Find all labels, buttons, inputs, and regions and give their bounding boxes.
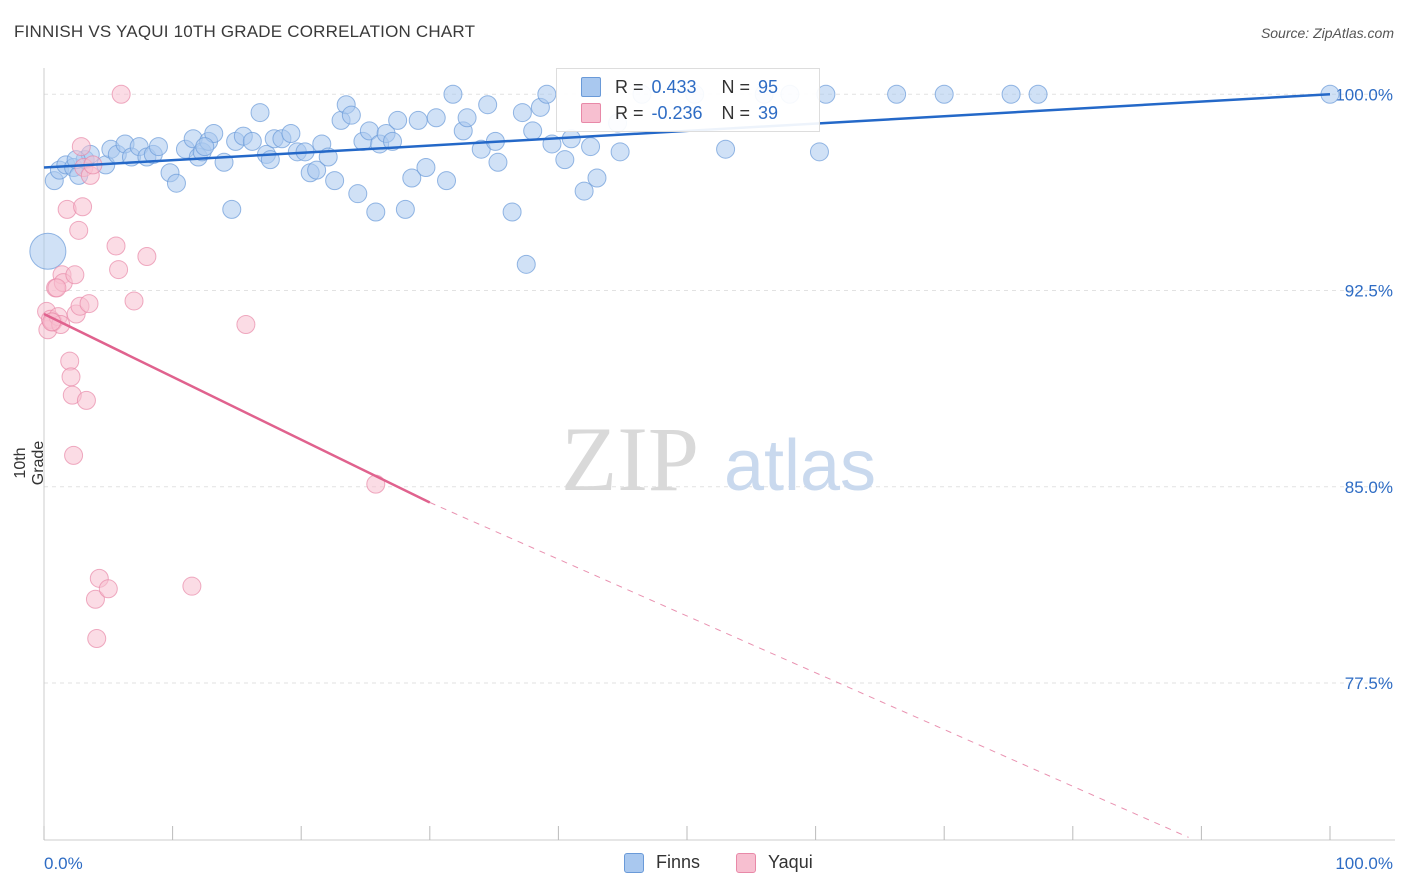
finns-swatch xyxy=(624,852,644,873)
finns-point xyxy=(610,142,630,162)
finns-point xyxy=(555,150,575,170)
finns-point xyxy=(809,142,829,162)
y-tick-label: 100.0% xyxy=(1335,85,1393,104)
yaqui-point xyxy=(98,579,118,599)
legend-n-value: 39 xyxy=(758,102,779,123)
y-tick-label: 92.5% xyxy=(1345,282,1393,301)
yaqui-point xyxy=(87,629,107,649)
stats-legend: R = 0.433 N = 95 R = -0.236 N = 39 xyxy=(556,68,820,132)
yaqui-trend-extension xyxy=(429,501,1189,838)
finns-point xyxy=(29,232,67,270)
yaqui-point xyxy=(109,260,129,280)
finns-point xyxy=(366,202,386,222)
legend-swatch-yaqui xyxy=(581,103,601,123)
series-legend-finns[interactable]: Finns xyxy=(624,852,700,873)
legend-r-label: R = xyxy=(615,76,644,97)
yaqui-point xyxy=(69,220,89,240)
finns-point xyxy=(488,152,508,172)
legend-n-label: N = xyxy=(721,102,751,123)
finns-point xyxy=(281,124,301,143)
finns-point xyxy=(437,171,457,191)
yaqui-point xyxy=(85,589,105,609)
finns-point xyxy=(887,84,907,104)
finns-point xyxy=(1001,84,1021,104)
legend-r-value: 0.433 xyxy=(651,76,697,97)
legend-n-label: N = xyxy=(721,76,751,97)
yaqui-point xyxy=(111,84,131,104)
finns-point xyxy=(408,110,428,130)
watermark: ZIP atlas xyxy=(561,408,876,510)
yaqui-trend-line xyxy=(43,312,431,504)
legend-r-label: R = xyxy=(615,102,644,123)
finns-point xyxy=(148,137,168,157)
finns-point xyxy=(222,199,242,219)
legend-swatch-finns xyxy=(581,77,601,97)
legend-n-value: 95 xyxy=(758,76,779,97)
finns-point xyxy=(426,108,446,128)
y-tick-label: 77.5% xyxy=(1345,674,1393,693)
finns-point xyxy=(934,84,954,104)
finns-legend-label: Finns xyxy=(656,852,701,872)
finns-point xyxy=(502,202,522,222)
watermark-atlas: atlas xyxy=(724,426,876,506)
finns-point xyxy=(402,168,422,188)
axes xyxy=(43,68,1395,841)
yaqui-swatch xyxy=(736,852,756,873)
finns-point xyxy=(416,158,436,178)
finns-point xyxy=(325,171,345,191)
yaqui-point xyxy=(124,291,144,311)
finns-point xyxy=(348,184,368,204)
series-legend-yaqui[interactable]: Yaqui xyxy=(736,852,813,873)
y-axis-label: 10th Grade xyxy=(12,440,47,486)
y-tick-label: 85.0% xyxy=(1345,478,1393,497)
finns-point xyxy=(204,124,224,143)
finns-point xyxy=(383,131,403,151)
finns-point xyxy=(537,84,557,104)
data-points xyxy=(29,84,1340,649)
finns-point xyxy=(242,131,262,151)
finns-point xyxy=(587,168,607,188)
finns-point xyxy=(716,139,736,159)
finns-point xyxy=(478,95,498,115)
finns-point xyxy=(250,103,270,123)
finns-point xyxy=(516,254,536,274)
yaqui-point xyxy=(76,390,96,410)
yaqui-legend-label: Yaqui xyxy=(768,852,813,872)
yaqui-point xyxy=(236,315,256,335)
finns-point xyxy=(574,181,594,201)
finns-point xyxy=(195,137,215,157)
x-tick-label: 100.0% xyxy=(1335,854,1393,873)
legend-row-yaqui: R = -0.236 N = 39 xyxy=(581,101,778,125)
yaqui-point xyxy=(182,576,202,596)
finns-point xyxy=(581,137,601,157)
finns-point xyxy=(341,105,361,125)
finns-point xyxy=(395,199,415,219)
gridlines xyxy=(44,93,1395,684)
source-credit: Source: ZipAtlas.com xyxy=(1260,25,1394,41)
finns-point xyxy=(512,103,532,123)
chart-title: FINNISH VS YAQUI 10TH GRADE CORRELATION … xyxy=(14,22,476,41)
yaqui-point xyxy=(106,236,126,256)
yaqui-point xyxy=(61,367,81,387)
yaqui-point xyxy=(47,278,67,298)
watermark-zip: ZIP xyxy=(561,408,699,510)
finns-point xyxy=(166,173,186,193)
yaqui-point xyxy=(73,197,93,217)
yaqui-point xyxy=(64,445,84,465)
finns-point xyxy=(443,84,463,104)
x-tick-label: 0.0% xyxy=(44,854,83,873)
yaqui-point xyxy=(71,137,91,157)
finns-point xyxy=(523,121,543,141)
yaqui-point xyxy=(65,265,85,285)
legend-r-value: -0.236 xyxy=(651,102,703,123)
tick-labels: 77.5% 85.0% 92.5% 100.0% 0.0% 100.0% xyxy=(44,85,1393,873)
yaqui-point xyxy=(79,294,99,314)
finns-point xyxy=(388,110,408,130)
finns-point xyxy=(1028,84,1048,104)
legend-row-finns: R = 0.433 N = 95 xyxy=(581,75,778,99)
finns-point xyxy=(307,160,327,180)
yaqui-point xyxy=(137,246,157,266)
finns-point xyxy=(457,108,477,128)
